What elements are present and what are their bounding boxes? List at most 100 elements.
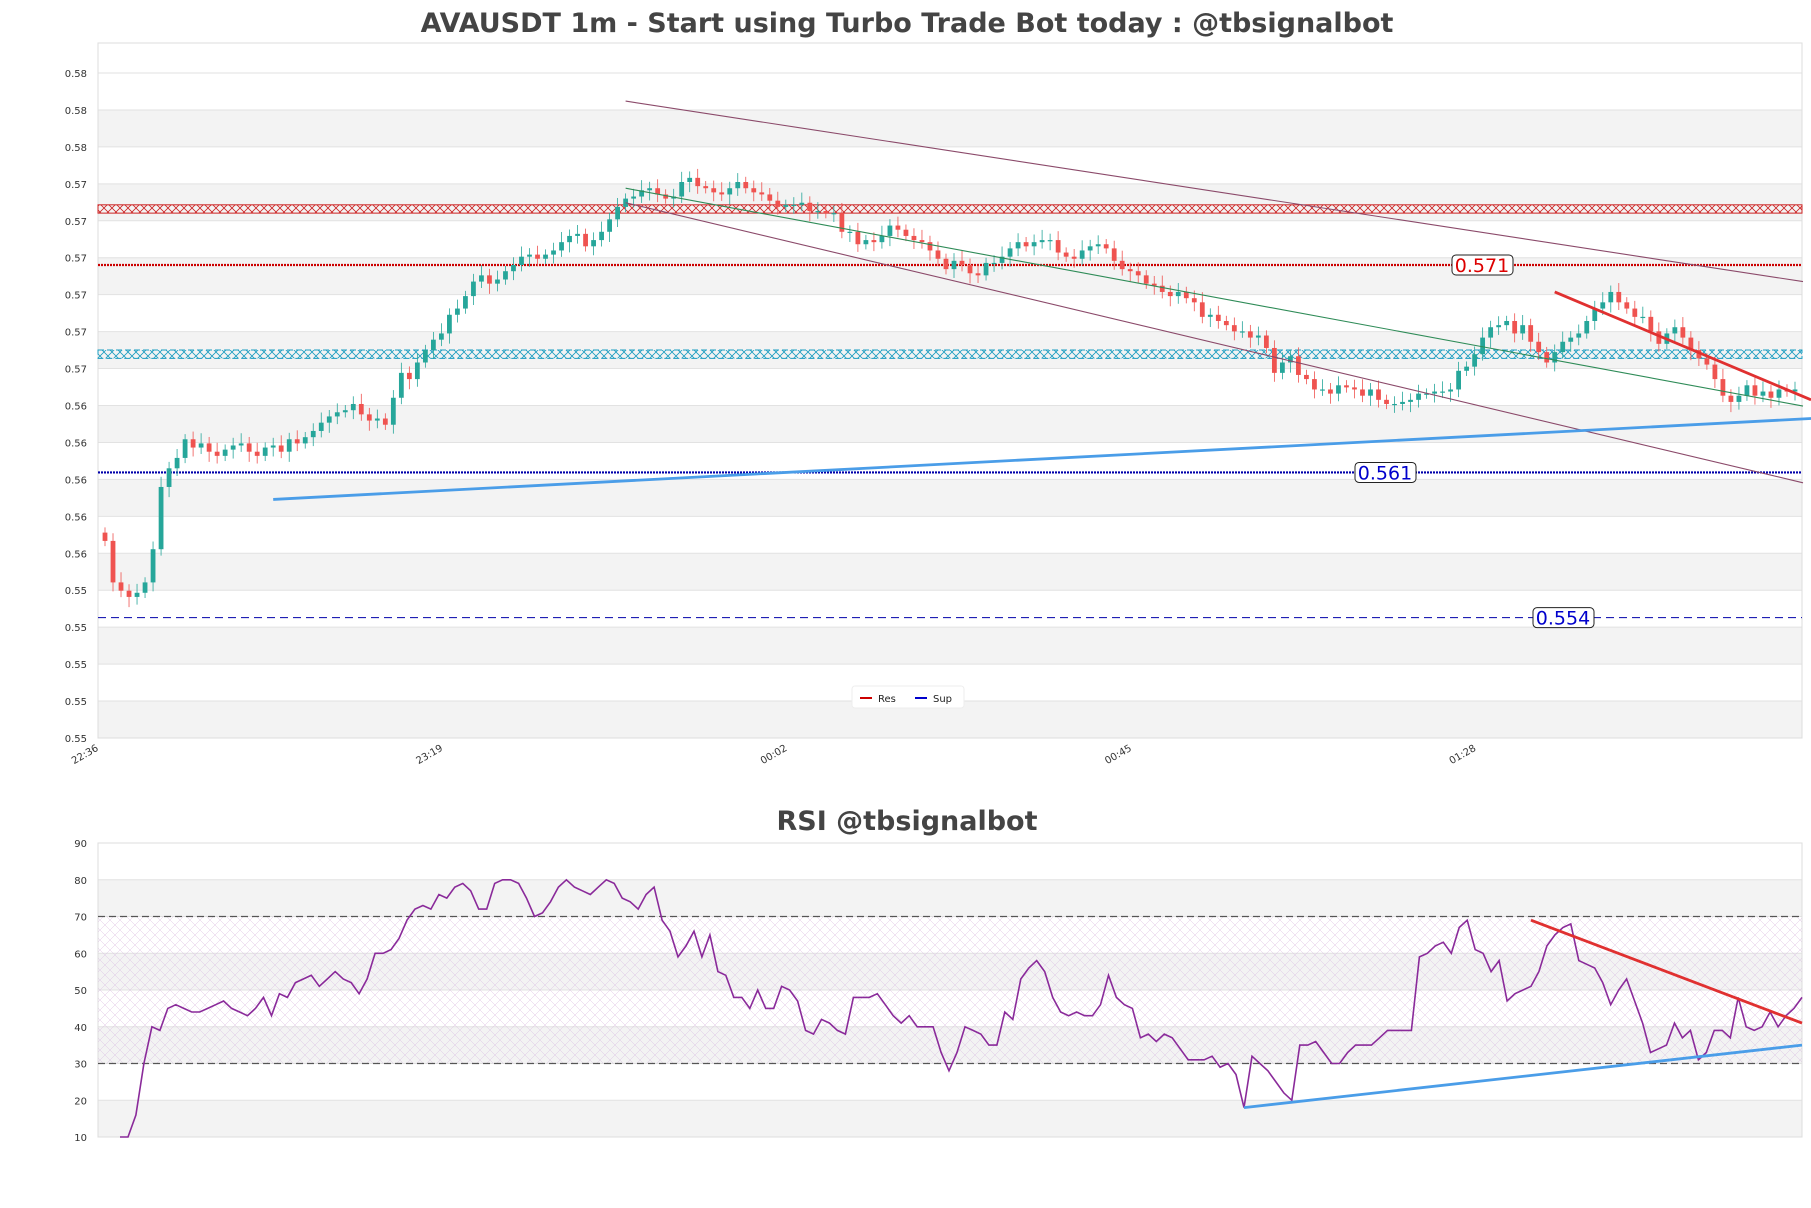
candle (463, 296, 468, 309)
candle (1600, 302, 1606, 309)
plot-frame (97, 42, 1803, 739)
candle (310, 430, 316, 438)
candle (1304, 374, 1309, 380)
candle (855, 231, 861, 245)
candle (951, 260, 957, 270)
candle (743, 182, 749, 189)
candle (759, 192, 765, 195)
y-tick-label: 0.57 (65, 365, 87, 376)
candle (1127, 269, 1133, 272)
candle (1271, 347, 1277, 373)
rsi-plot-area: 10 20 30 40 50 60 70 80 90 (74, 839, 1803, 1144)
candle (1672, 327, 1678, 334)
candle (1624, 302, 1630, 309)
x-tick-label: 00:02 (759, 743, 789, 767)
candle (150, 549, 156, 583)
candle (1047, 240, 1053, 242)
candle (615, 206, 620, 220)
candle (1288, 356, 1293, 363)
x-tick-label: 00:45 (1103, 743, 1133, 767)
candle (1576, 333, 1582, 338)
candle (815, 211, 821, 213)
candle (711, 188, 717, 193)
candle (703, 186, 709, 189)
candle (1480, 337, 1486, 355)
candle (1247, 331, 1253, 338)
candle (254, 451, 260, 456)
candle (967, 264, 973, 274)
candle (182, 439, 188, 458)
candle (1736, 395, 1742, 402)
candle (903, 229, 909, 236)
candle (527, 254, 532, 257)
candle (1135, 271, 1141, 276)
candle (1512, 321, 1518, 334)
y-tick-label: 0.57 (65, 180, 87, 191)
candle (1167, 291, 1173, 297)
level-label-box (1532, 607, 1595, 629)
candle (1504, 321, 1510, 326)
candle (1704, 358, 1710, 365)
candle (1712, 364, 1718, 380)
grid-band (98, 479, 1802, 517)
candle (1071, 256, 1077, 259)
candle (1400, 401, 1405, 404)
candle (1768, 391, 1774, 398)
candle (1448, 389, 1453, 392)
level-label: 0.554 (1536, 608, 1590, 630)
candle (1464, 366, 1470, 371)
legend-label: Sup (933, 694, 952, 705)
candle (1488, 327, 1494, 338)
candle (1584, 321, 1590, 334)
rsi-neutral-band (98, 916, 1802, 1064)
legend-label: Res (878, 694, 896, 705)
candle (1320, 389, 1325, 391)
candle (422, 350, 428, 363)
candle (318, 422, 324, 431)
y-tick-label: 0.55 (65, 734, 87, 745)
candle (1408, 399, 1413, 402)
candle (679, 182, 685, 197)
candle (134, 592, 140, 597)
candle (911, 235, 917, 241)
candle (286, 439, 292, 452)
candle (1352, 387, 1357, 390)
candle (1239, 331, 1245, 333)
candle (1560, 341, 1566, 353)
candle (655, 188, 661, 195)
candle (959, 260, 965, 265)
channel-upper (625, 100, 1804, 283)
y-tick-label: 60 (74, 949, 87, 960)
y-tick-label: 80 (74, 876, 87, 887)
x-tick-label: 01:28 (1448, 743, 1478, 767)
grid-band (98, 405, 1802, 443)
candle (607, 219, 612, 232)
candle (511, 264, 516, 272)
candle (342, 410, 348, 413)
candle (166, 468, 172, 487)
candle (1191, 298, 1197, 303)
candle (1095, 244, 1101, 247)
grid-band (98, 553, 1802, 591)
candle (831, 213, 837, 215)
candle (1175, 291, 1181, 297)
rsi-line (120, 878, 1803, 1138)
candle (1656, 331, 1662, 344)
candle (406, 372, 412, 380)
candle (695, 177, 701, 187)
candle (1776, 389, 1782, 398)
candle (447, 314, 452, 334)
candle (414, 362, 420, 380)
candle (1231, 325, 1237, 332)
candle (1063, 252, 1069, 257)
candle (270, 445, 276, 448)
candle (1296, 356, 1301, 375)
candle (190, 439, 196, 448)
candle (430, 339, 436, 351)
y-tick-label: 0.55 (65, 586, 87, 597)
candle (1744, 385, 1750, 396)
price-chart-title: AVAUSDT 1m - Start using Turbo Trade Bot… (421, 8, 1394, 39)
candle (943, 258, 949, 270)
x-tick-label: 22:36 (70, 743, 100, 767)
level-label-box (1451, 254, 1514, 276)
